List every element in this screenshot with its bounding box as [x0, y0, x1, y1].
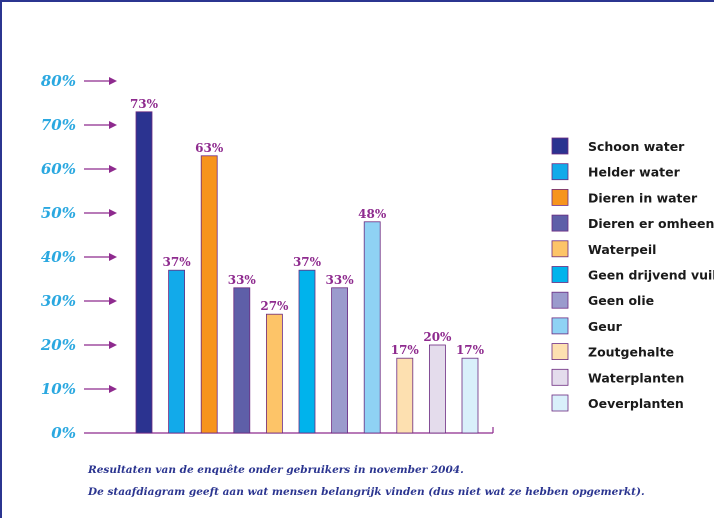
bar-2 — [200, 155, 218, 434]
bar-7 — [363, 221, 381, 434]
legend-label: Zoutgehalte — [588, 345, 674, 360]
legend-label: Waterpeil — [588, 242, 656, 257]
y-tick-label: 10% — [41, 380, 76, 398]
chart-axes: 0% 10% 20% 30% 40% 50% 60% 70% 80% — [40, 72, 494, 442]
legend-swatch — [551, 394, 569, 412]
legend-label: Dieren in water — [588, 190, 698, 205]
legend-swatch — [551, 343, 569, 361]
y-arrow-head — [109, 385, 117, 393]
bar-value-label: 63% — [195, 141, 224, 155]
bar-value-label: 37% — [293, 255, 322, 269]
bar-value-label: 20% — [423, 330, 452, 344]
y-arrow-head — [109, 297, 117, 305]
legend-label: Geur — [588, 319, 623, 334]
bar-value-label: 73% — [130, 97, 159, 111]
legend-label: Waterplanten — [588, 370, 684, 385]
bar-0 — [135, 111, 153, 434]
legend-swatch — [551, 368, 569, 386]
legend-label: Geen drijvend vuil — [588, 268, 714, 283]
bar-1 — [168, 269, 186, 434]
legend-label: Dieren er omheen — [588, 216, 714, 231]
bar-10 — [461, 357, 479, 434]
bar-6 — [331, 287, 349, 434]
bar-9 — [428, 344, 446, 434]
bar-value-label: 48% — [358, 207, 387, 221]
legend-label: Geen olie — [588, 293, 654, 308]
y-tick-label: 20% — [40, 336, 76, 354]
legend-label: Helder water — [588, 165, 681, 180]
bar-value-label: 33% — [228, 273, 257, 287]
caption-line-2: De staafdiagram geeft aan wat mensen bel… — [88, 486, 645, 498]
y-tick-label: 30% — [41, 292, 76, 310]
legend-swatch — [551, 163, 569, 181]
y-tick-label: 0% — [51, 424, 76, 442]
bar-3 — [233, 287, 251, 434]
legend-swatch — [551, 137, 569, 155]
y-arrow-head — [109, 121, 117, 129]
bar-4 — [265, 313, 283, 434]
legend-swatch — [551, 291, 569, 309]
bar-value-label: 37% — [163, 255, 192, 269]
y-tick-label: 80% — [41, 72, 76, 90]
bar-value-label: 27% — [260, 299, 289, 313]
legend-label: Oeverplanten — [588, 396, 684, 411]
bar-value-label: 17% — [456, 343, 485, 357]
y-arrow-head — [109, 253, 117, 261]
legend-swatch — [551, 240, 569, 258]
legend-swatch — [551, 214, 569, 232]
y-tick-label: 70% — [41, 116, 76, 134]
legend-swatch — [551, 266, 569, 283]
chart-legend: Schoon water Helder water Dieren in water D… — [551, 137, 714, 412]
y-arrow-head — [109, 77, 117, 85]
y-tick-label: 40% — [41, 248, 76, 266]
y-arrow-head — [109, 341, 117, 349]
y-tick-label: 60% — [41, 160, 76, 178]
bar-5 — [298, 269, 316, 434]
y-tick-label: 50% — [41, 204, 76, 222]
y-arrow-head — [109, 165, 117, 173]
bar-value-label: 17% — [391, 343, 420, 357]
legend-swatch — [551, 317, 569, 335]
legend-swatch — [551, 188, 569, 206]
bar-value-label: 33% — [326, 273, 355, 287]
caption-line-1: Resultaten van de enquête onder gebruike… — [88, 464, 464, 476]
bar-8 — [396, 357, 414, 434]
legend-label: Schoon water — [588, 139, 685, 154]
chart-bars: 73%37%63%33%27%37%33%48%17%20%17% — [130, 97, 485, 434]
y-arrow-head — [109, 209, 117, 217]
